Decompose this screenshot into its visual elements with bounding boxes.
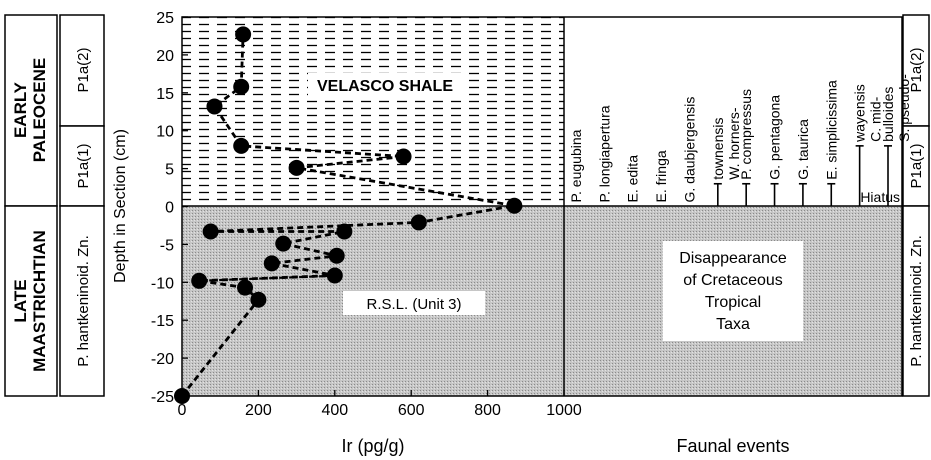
y-tick-label-5: 0 <box>165 200 174 217</box>
taxon-label-10-1: wayensis <box>852 84 868 143</box>
data-point-0 <box>174 388 190 404</box>
x-tick-label-5: 1000 <box>546 402 582 419</box>
taxon-label-5-1: townensis <box>710 117 726 179</box>
zone-hant-left: P. hantkeninoid. Zn. <box>75 235 92 366</box>
y-tick-label-9: -20 <box>151 351 174 368</box>
data-point-10 <box>410 214 427 231</box>
hiatus-label: Hiatus <box>860 189 900 205</box>
taxon-label-11-0: S. pseudo- <box>896 74 912 142</box>
y-tick-label-6: -5 <box>160 237 174 254</box>
disappearance-line-1: Disappearance <box>679 250 787 267</box>
data-point-9 <box>202 223 219 240</box>
data-point-17 <box>235 26 252 43</box>
data-point-6 <box>328 247 345 264</box>
stage-early-label: EARLY <box>11 81 30 138</box>
y-tick-label-0: 25 <box>156 10 174 27</box>
x-tick-label-0: 0 <box>178 402 187 419</box>
rsl-label: R.S.L. (Unit 3) <box>366 296 461 313</box>
taxon-label-11-1: bulloides <box>880 87 896 142</box>
faunal-hiatus-region <box>564 17 902 206</box>
rsl-label-bg <box>343 291 485 315</box>
taxon-label-9-0: E. simplicissima <box>823 80 839 180</box>
taxon-label-6-0: P. compressus <box>738 89 754 180</box>
y-axis-label: Depth in Section (cm) <box>112 129 129 283</box>
y-tick-label-1: 20 <box>156 48 174 65</box>
zone-p1a2-right: P1a(2) <box>908 47 925 92</box>
data-point-13 <box>395 148 412 165</box>
stage-paleocene-label: PALEOCENE <box>30 58 49 163</box>
data-point-3 <box>191 272 208 289</box>
y-tick-label-7: -10 <box>151 275 174 292</box>
disappearance-box <box>663 241 803 341</box>
data-point-11 <box>506 197 523 214</box>
taxon-label-5-0: W. horners- <box>726 107 742 180</box>
data-point-8 <box>336 223 353 240</box>
shale-region <box>182 17 564 206</box>
data-point-12 <box>288 159 305 176</box>
stage-column: EARLY PALEOCENE LATE MAASTRICHTIAN <box>4 14 58 397</box>
disappearance-line-3: Tropical <box>705 294 761 311</box>
iridium-series <box>174 26 523 404</box>
velasco-label-bg <box>308 73 462 97</box>
taxon-label-7-0: G. pentagona <box>767 95 783 180</box>
zone-p1a2-left: P1a(2) <box>75 47 92 92</box>
zone-column-right: P1a(2) P1a(1) P. hantkeninoid. Zn. <box>902 14 930 397</box>
y-tick-label-4: 5 <box>165 162 174 179</box>
series-extra-segment-1 <box>181 299 260 397</box>
x-axis-label: Ir (pg/g) <box>341 436 404 456</box>
y-tick-label-2: 15 <box>156 86 174 103</box>
taxon-label-2-0: E. edita <box>625 155 641 203</box>
y-tick-label-3: 10 <box>156 124 174 141</box>
taxon-label-3-0: E. fringa <box>653 150 669 202</box>
data-point-14 <box>233 137 250 154</box>
series-extra-segment-0 <box>199 274 343 282</box>
velasco-shale-label: VELASCO SHALE <box>317 78 453 95</box>
y-tick-label-10: -25 <box>151 389 174 406</box>
zone-hant-right: P. hantkeninoid. Zn. <box>908 235 925 366</box>
zone-p1a1-right: P1a(1) <box>908 143 925 188</box>
x-tick-label-2: 400 <box>321 402 348 419</box>
taxon-label-4-0: G. daubjergensis <box>681 97 697 203</box>
x-tick-label-1: 200 <box>245 402 272 419</box>
taxon-label-1-0: P. longiapertura <box>596 105 612 202</box>
data-point-16 <box>233 78 250 95</box>
faunal-axis-label: Faunal events <box>676 436 789 456</box>
zone-p1a1-left: P1a(1) <box>75 143 92 188</box>
data-point-5 <box>263 255 280 272</box>
stage-late-label: LATE <box>11 279 30 322</box>
taxon-label-10-0: C. mid- <box>868 96 884 141</box>
y-tick-label-8: -15 <box>151 313 174 330</box>
data-point-4 <box>326 267 343 284</box>
axis-ticks: 0 200 400 600 800 1000 25 20 15 10 5 0 -5 -10 -15 -20 -2… <box>151 10 582 419</box>
stage-maastrichtian-label: MAASTRICHTIAN <box>30 230 49 372</box>
faunal-events: P. eugubina P. longiapertura E. edita E. fr… <box>568 74 912 207</box>
disappearance-line-4: Taxa <box>716 316 750 333</box>
disappearance-line-2: of Cretaceous <box>683 272 783 289</box>
data-point-7 <box>275 235 292 252</box>
data-point-1 <box>250 291 267 308</box>
x-tick-label-4: 800 <box>474 402 501 419</box>
taxon-label-0-0: P. eugubina <box>568 129 584 202</box>
x-tick-label-3: 600 <box>398 402 425 419</box>
data-point-2 <box>237 279 254 296</box>
taxon-label-8-0: G. taurica <box>795 119 811 180</box>
data-point-15 <box>206 98 223 115</box>
zone-column-left: P1a(2) P1a(1) P. hantkeninoid. Zn. <box>59 14 105 397</box>
